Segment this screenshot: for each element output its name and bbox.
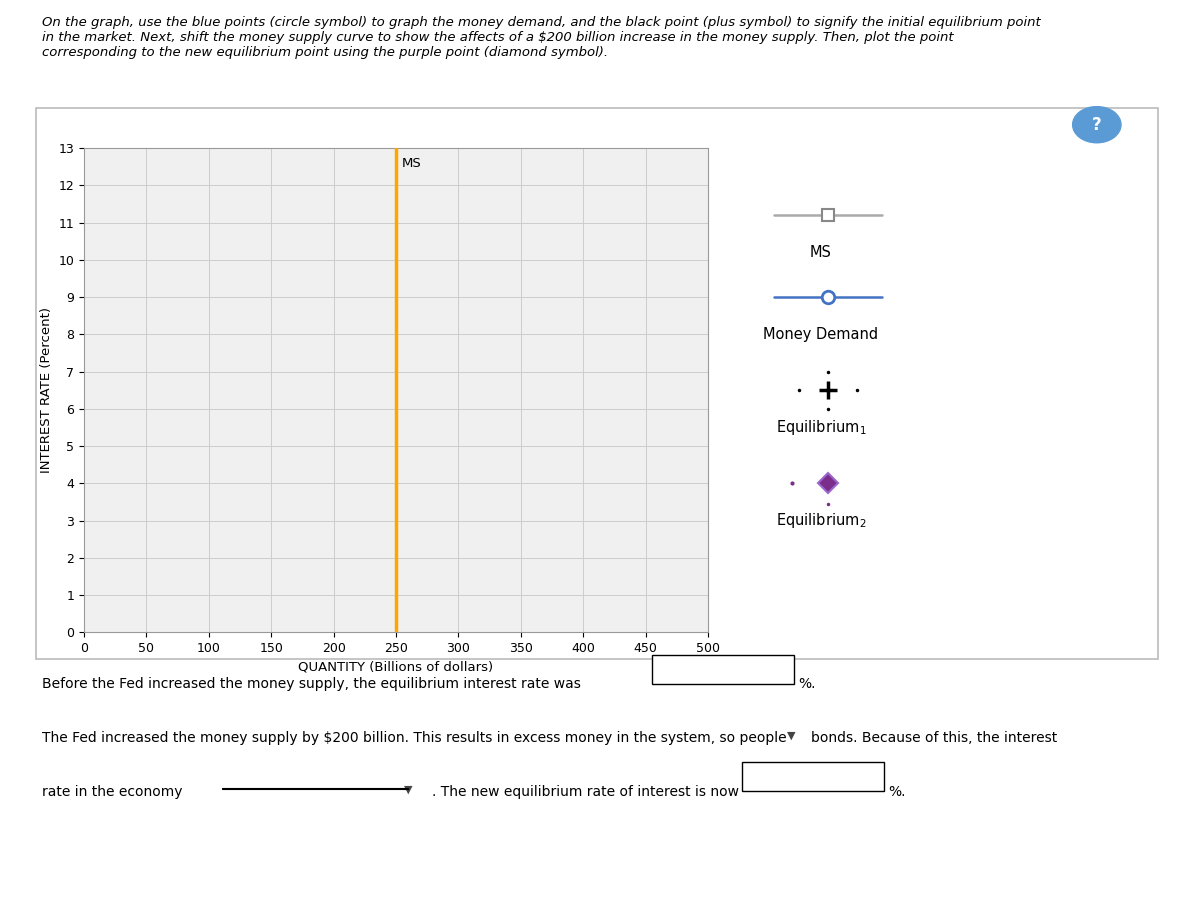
Text: ?: ? xyxy=(1092,116,1102,134)
Text: MS: MS xyxy=(402,157,422,170)
Text: bonds. Because of this, the interest: bonds. Because of this, the interest xyxy=(811,731,1057,745)
Text: MS: MS xyxy=(810,245,832,260)
Text: The Fed increased the money supply by $200 billion. This results in excess money: The Fed increased the money supply by $2… xyxy=(42,731,787,745)
Text: Before the Fed increased the money supply, the equilibrium interest rate was: Before the Fed increased the money suppl… xyxy=(42,677,581,692)
X-axis label: QUANTITY (Billions of dollars): QUANTITY (Billions of dollars) xyxy=(299,661,493,674)
Circle shape xyxy=(1073,107,1121,143)
Text: Equilibrium$_1$: Equilibrium$_1$ xyxy=(775,418,866,437)
Text: rate in the economy: rate in the economy xyxy=(42,785,182,799)
Text: Money Demand: Money Demand xyxy=(763,327,878,342)
Text: On the graph, use the blue points (circle symbol) to graph the money demand, and: On the graph, use the blue points (circl… xyxy=(42,16,1040,59)
Text: . The new equilibrium rate of interest is now: . The new equilibrium rate of interest i… xyxy=(432,785,739,799)
Text: %.: %. xyxy=(798,677,816,692)
Y-axis label: INTEREST RATE (Percent): INTEREST RATE (Percent) xyxy=(40,307,53,474)
Text: ▼: ▼ xyxy=(787,731,796,741)
Text: Equilibrium$_2$: Equilibrium$_2$ xyxy=(775,511,866,530)
Text: %.: %. xyxy=(888,785,906,799)
Text: ▼: ▼ xyxy=(404,785,413,795)
